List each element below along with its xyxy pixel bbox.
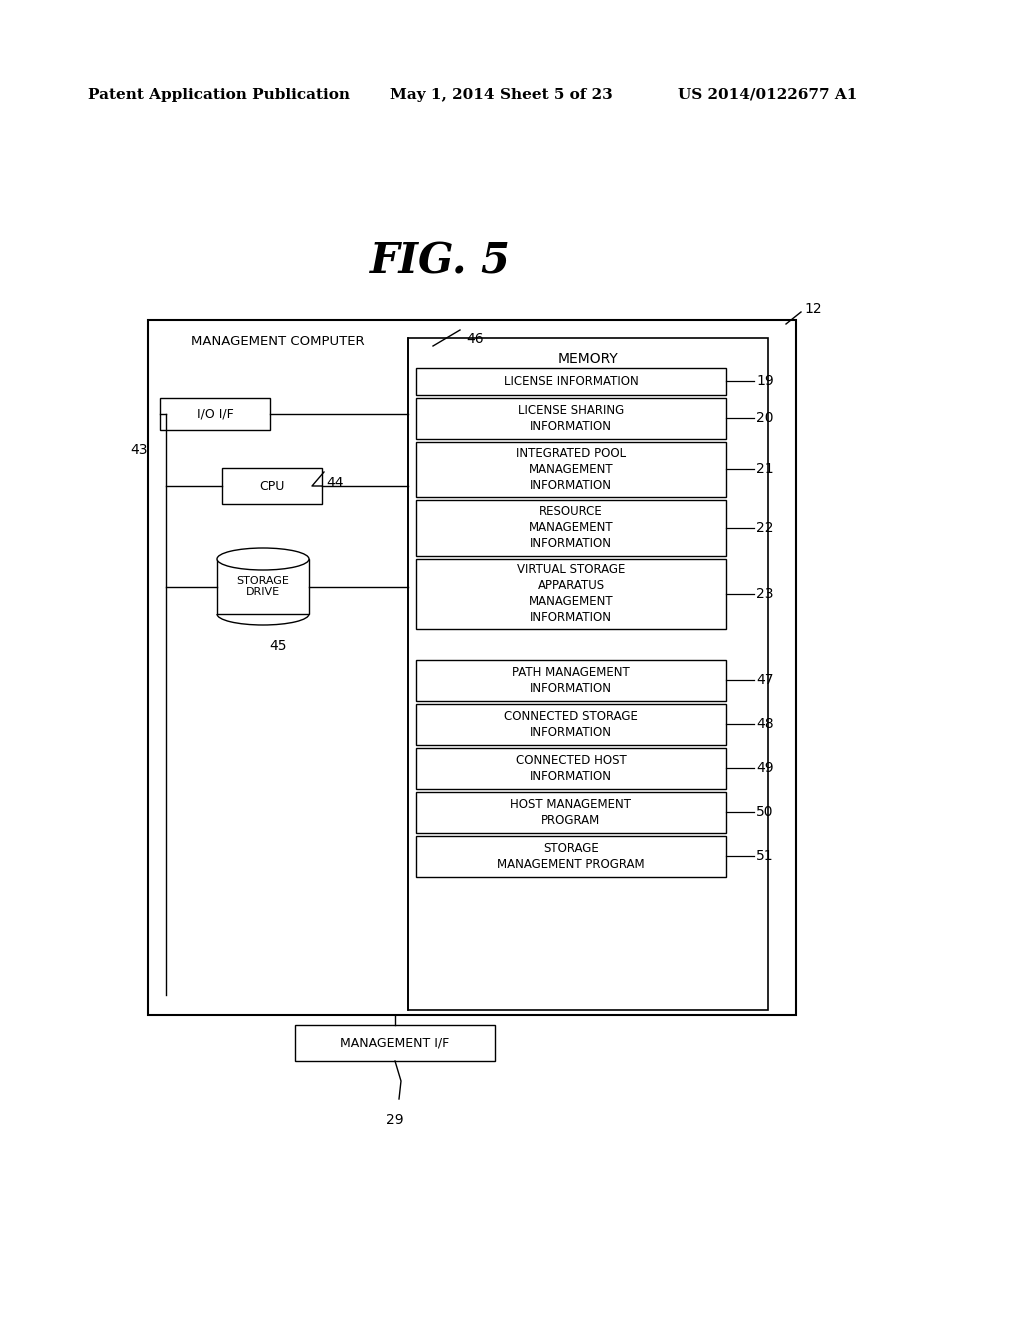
- Bar: [408, 338, 768, 1010]
- Text: 46: 46: [466, 333, 483, 346]
- Bar: [295, 1026, 495, 1061]
- Bar: [217, 558, 309, 614]
- Text: 47: 47: [756, 673, 773, 686]
- Text: 51: 51: [756, 849, 773, 863]
- Text: STORAGE
DRIVE: STORAGE DRIVE: [237, 576, 290, 597]
- Bar: [222, 469, 322, 504]
- Bar: [160, 399, 270, 430]
- Text: INTEGRATED POOL
MANAGEMENT
INFORMATION: INTEGRATED POOL MANAGEMENT INFORMATION: [516, 446, 626, 492]
- Text: MANAGEMENT COMPUTER: MANAGEMENT COMPUTER: [191, 335, 365, 348]
- Bar: [416, 836, 726, 876]
- Text: 23: 23: [756, 586, 773, 601]
- Text: MANAGEMENT I/F: MANAGEMENT I/F: [340, 1036, 450, 1049]
- Text: Patent Application Publication: Patent Application Publication: [88, 88, 350, 102]
- Text: VIRTUAL STORAGE
APPARATUS
MANAGEMENT
INFORMATION: VIRTUAL STORAGE APPARATUS MANAGEMENT INF…: [517, 564, 626, 624]
- Bar: [148, 319, 796, 1015]
- Text: 19: 19: [756, 375, 774, 388]
- Text: 48: 48: [756, 717, 773, 731]
- Text: CPU: CPU: [259, 479, 285, 492]
- Text: LICENSE SHARING
INFORMATION: LICENSE SHARING INFORMATION: [518, 404, 624, 433]
- Text: 50: 50: [756, 805, 773, 818]
- Text: MEMORY: MEMORY: [558, 352, 618, 366]
- Text: PATH MANAGEMENT
INFORMATION: PATH MANAGEMENT INFORMATION: [512, 665, 630, 694]
- Text: 21: 21: [756, 462, 773, 477]
- Text: Sheet 5 of 23: Sheet 5 of 23: [500, 88, 612, 102]
- Text: CONNECTED HOST
INFORMATION: CONNECTED HOST INFORMATION: [516, 754, 627, 783]
- Bar: [416, 660, 726, 701]
- Text: HOST MANAGEMENT
PROGRAM: HOST MANAGEMENT PROGRAM: [511, 797, 632, 826]
- Bar: [416, 368, 726, 395]
- Text: 20: 20: [756, 411, 773, 425]
- Text: 45: 45: [269, 639, 287, 653]
- Bar: [416, 747, 726, 788]
- Text: CONNECTED STORAGE
INFORMATION: CONNECTED STORAGE INFORMATION: [504, 710, 638, 738]
- Text: May 1, 2014: May 1, 2014: [390, 88, 495, 102]
- Text: 12: 12: [804, 302, 821, 315]
- Text: 29: 29: [386, 1113, 403, 1127]
- Bar: [416, 792, 726, 833]
- Bar: [416, 704, 726, 744]
- Text: 43: 43: [130, 444, 147, 457]
- Text: RESOURCE
MANAGEMENT
INFORMATION: RESOURCE MANAGEMENT INFORMATION: [528, 506, 613, 550]
- Text: I/O I/F: I/O I/F: [197, 408, 233, 421]
- Bar: [416, 558, 726, 628]
- Text: 44: 44: [326, 477, 343, 490]
- Text: US 2014/0122677 A1: US 2014/0122677 A1: [678, 88, 857, 102]
- Bar: [416, 397, 726, 438]
- Text: FIG. 5: FIG. 5: [370, 240, 511, 282]
- Text: LICENSE INFORMATION: LICENSE INFORMATION: [504, 375, 638, 388]
- Ellipse shape: [217, 548, 309, 570]
- Text: STORAGE
MANAGEMENT PROGRAM: STORAGE MANAGEMENT PROGRAM: [498, 842, 645, 870]
- Bar: [416, 441, 726, 498]
- Bar: [416, 500, 726, 556]
- Text: 49: 49: [756, 762, 773, 775]
- Text: 22: 22: [756, 521, 773, 535]
